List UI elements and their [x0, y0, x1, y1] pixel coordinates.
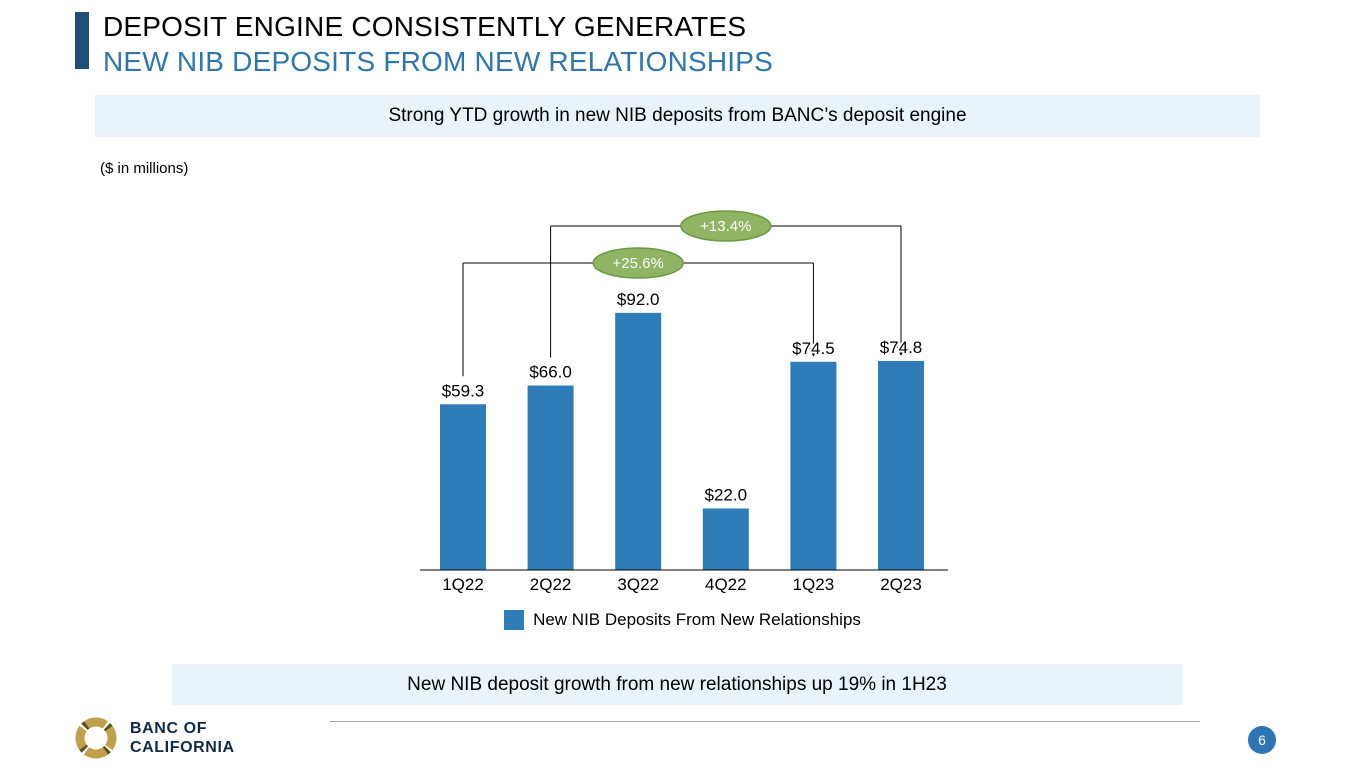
growth-label: +13.4% — [700, 218, 751, 235]
banc-logo-icon — [75, 717, 117, 759]
category-label: 1Q23 — [793, 575, 835, 594]
bar-chart-svg: +25.6% +13.4% $59.3 $66.0 $92.0 $22.0 $74.5 $74… — [420, 210, 948, 594]
top-banner-text: Strong YTD growth in new NIB deposits fr… — [388, 105, 967, 126]
bar-4Q22 — [702, 508, 749, 570]
bottom-banner: New NIB deposit growth from new relation… — [172, 664, 1182, 705]
logo-wordmark: BANC OF CALIFORNIA — [130, 719, 235, 757]
category-label: 2Q23 — [880, 575, 922, 594]
title-line2: NEW NIB DEPOSITS FROM NEW RELATIONSHIPS — [103, 46, 774, 77]
chart-legend: New NIB Deposits From New Relationships — [0, 606, 1365, 634]
logo-line2: CALIFORNIA — [130, 739, 235, 756]
bar-1Q23 — [790, 361, 837, 570]
growth-label: +25.6% — [613, 255, 664, 272]
category-label: 3Q22 — [617, 575, 659, 594]
bar-2Q22 — [527, 385, 574, 570]
legend-swatch — [504, 610, 525, 630]
growth-oval — [680, 210, 772, 242]
bar-1Q22 — [440, 404, 486, 570]
annotation-bracket: +25.6% — [462, 247, 818, 377]
category-label: 2Q22 — [530, 575, 572, 594]
bottom-banner-text: New NIB deposit growth from new relation… — [407, 673, 947, 695]
slide-title: DEPOSIT ENGINE CONSISTENTLY GENERATES NE… — [103, 9, 773, 79]
bar-3Q22 — [615, 312, 662, 570]
page-number: 6 — [1258, 732, 1266, 748]
value-label: $22.0 — [705, 486, 748, 505]
page-number-badge: 6 — [1248, 726, 1276, 754]
value-label: $92.0 — [617, 290, 660, 309]
title-line1: DEPOSIT ENGINE CONSISTENTLY GENERATES — [103, 11, 747, 42]
growth-oval — [592, 247, 684, 279]
bar-2Q23 — [878, 360, 924, 570]
value-label: $74.5 — [792, 339, 835, 358]
category-label: 1Q22 — [442, 575, 484, 594]
annotation-bracket: +13.4% — [550, 210, 906, 358]
title-accent-bar — [75, 12, 89, 69]
value-label: $74.8 — [880, 338, 923, 357]
banc-of-california-logo: BANC OF CALIFORNIA — [72, 714, 235, 762]
legend-label: New NIB Deposits From New Relationships — [533, 610, 861, 629]
footer-divider — [330, 721, 1200, 722]
category-label: 4Q22 — [705, 575, 747, 594]
value-label: $66.0 — [529, 363, 572, 382]
value-label: $59.3 — [442, 381, 485, 400]
bar-chart: +25.6% +13.4% $59.3 $66.0 $92.0 $22.0 $74.5 $74… — [370, 198, 1010, 640]
logo-line1: BANC OF — [130, 720, 208, 737]
units-note: ($ in millions) — [100, 160, 189, 177]
top-banner: Strong YTD growth in new NIB deposits fr… — [95, 95, 1260, 137]
